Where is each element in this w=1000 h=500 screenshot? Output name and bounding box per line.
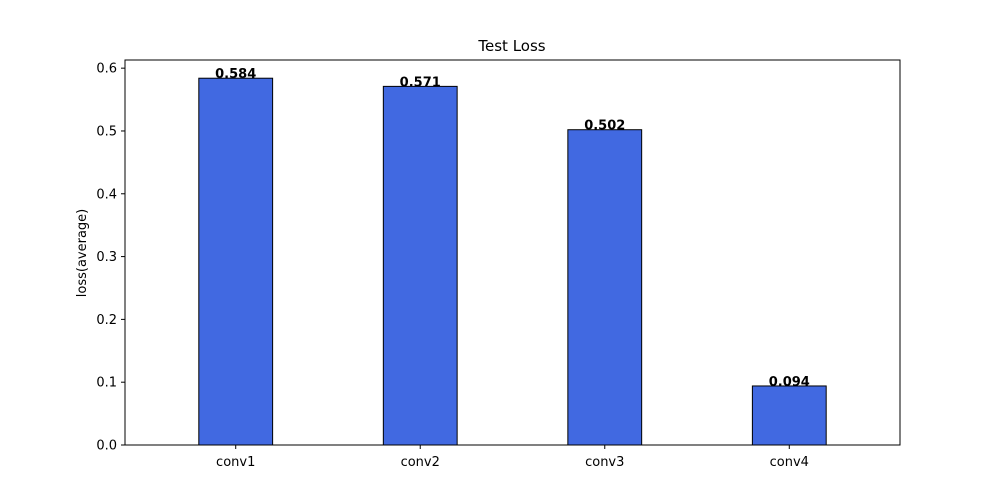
x-tick-label: conv4 [770, 455, 809, 470]
data-labels: 0.584 0.571 0.502 0.094 [215, 67, 810, 390]
bar-conv3 [567, 129, 643, 446]
chart-title: Test Loss [477, 37, 545, 55]
y-tick-label: 0.6 [96, 62, 117, 77]
bar-series [198, 77, 827, 446]
bar-conv1 [198, 77, 274, 446]
y-tick-label: 0.5 [96, 124, 117, 139]
data-label-conv4: 0.094 [769, 375, 810, 390]
x-axis: conv1 conv2 conv3 conv4 [216, 445, 809, 470]
y-tick-label: 0.1 [96, 376, 117, 391]
y-tick-label: 0.4 [96, 187, 117, 202]
data-label-conv2: 0.571 [400, 75, 441, 90]
bar-conv4 [751, 385, 827, 446]
bar-conv2 [382, 85, 458, 446]
y-tick-label: 0.3 [96, 250, 117, 265]
x-tick-label: conv3 [585, 455, 624, 470]
plot-frame [124, 59, 901, 446]
data-label-conv3: 0.502 [584, 119, 625, 134]
y-tick-label: 0.2 [96, 313, 117, 328]
y-axis: 0.0 0.1 0.2 0.3 0.4 0.5 0.6 [96, 62, 125, 454]
y-tick-label: 0.0 [96, 439, 117, 454]
y-axis-label: loss(average) [75, 209, 90, 297]
x-tick-label: conv1 [216, 455, 255, 470]
x-tick-label: conv2 [401, 455, 440, 470]
data-label-conv1: 0.584 [215, 67, 256, 82]
